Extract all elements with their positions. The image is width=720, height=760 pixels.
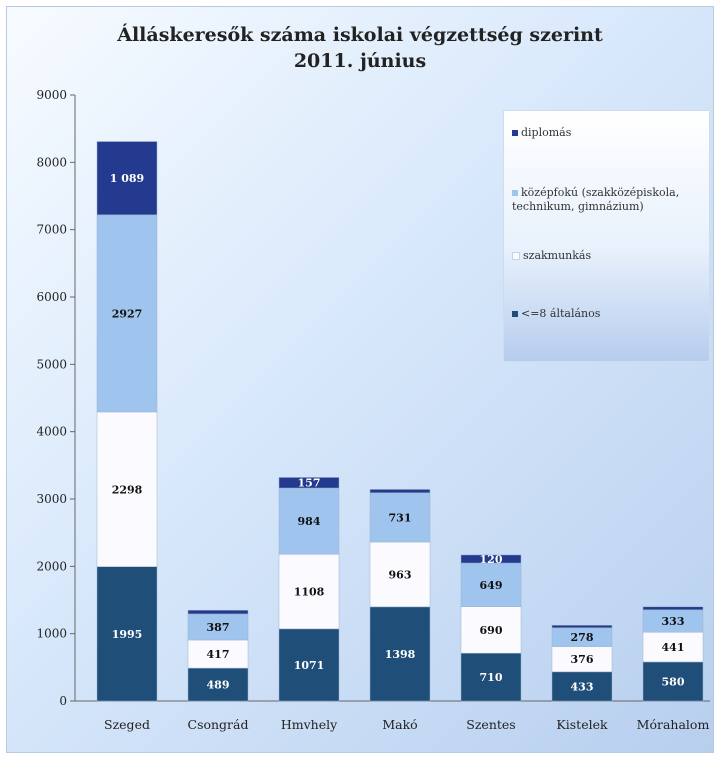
bar-segment (96, 214, 158, 413)
x-category-label: Szeged (104, 717, 150, 732)
data-label: 1108 (294, 586, 325, 599)
bar-segment (460, 652, 522, 702)
legend-label: <=8 általános (521, 307, 601, 320)
legend-label: diplomás (521, 126, 572, 139)
y-tick-label: 5000 (36, 357, 67, 371)
bar-segment (642, 661, 704, 702)
chart-title: Álláskeresők száma iskolai végzettség sz… (117, 24, 603, 46)
bar-segment (369, 606, 431, 702)
legend-item-altalanos: <=8 általános (512, 307, 600, 321)
bar-segment (551, 625, 613, 629)
legend-label: szakmunkás (523, 249, 592, 262)
data-label: 1 089 (110, 172, 144, 185)
data-label: 333 (662, 615, 685, 628)
data-label: 1995 (112, 628, 143, 641)
data-label: 690 (480, 624, 503, 637)
bar-segment (187, 609, 249, 615)
legend-item-szakmunkas: szakmunkás (512, 249, 591, 263)
bar-segment (642, 606, 704, 611)
bar-segment (369, 489, 431, 494)
bar-segment (187, 613, 249, 641)
data-label: 120 (480, 553, 503, 566)
x-category-label: Makó (382, 717, 417, 732)
data-label: 387 (207, 621, 230, 634)
data-label: 157 (298, 477, 321, 490)
data-label: 649 (480, 579, 503, 592)
data-label: 441 (662, 641, 685, 654)
legend-swatch (512, 311, 518, 317)
bar-segment (187, 639, 249, 669)
chart-title-block: Álláskeresők száma iskolai végzettség sz… (0, 22, 720, 74)
y-tick-label: 3000 (36, 492, 67, 506)
y-tick-label: 1000 (36, 627, 67, 641)
bar-segment (187, 667, 249, 702)
bar-segment (551, 671, 613, 702)
bar-segment (642, 632, 704, 663)
data-label: 2298 (112, 483, 143, 496)
y-tick-label: 6000 (36, 290, 67, 304)
x-category-label: Csongrád (188, 717, 249, 732)
bar-segment (278, 628, 340, 702)
data-label: 433 (571, 680, 594, 693)
data-label: 2927 (112, 307, 143, 320)
y-tick-label: 2000 (36, 559, 67, 573)
bar-segment (278, 487, 340, 555)
x-category-label: Kistelek (556, 717, 608, 732)
data-label: 489 (207, 679, 230, 692)
y-tick-label: 7000 (36, 223, 67, 237)
legend-swatch (512, 252, 520, 260)
data-label: 417 (207, 648, 230, 661)
data-label: 580 (662, 675, 685, 688)
data-label: 1398 (385, 648, 416, 661)
legend-item-kozepfoku: középfokú (szakközépiskola, technikum, g… (512, 186, 697, 214)
data-label: 278 (571, 631, 594, 644)
data-label: 731 (389, 511, 412, 524)
x-category-label: Mórahalom (637, 717, 710, 732)
data-label: 1071 (294, 659, 325, 672)
data-label: 984 (298, 515, 321, 528)
y-tick-label: 0 (59, 694, 67, 708)
bar-segment (369, 541, 431, 608)
bar-segment (551, 646, 613, 673)
legend: diplomás középfokú (szakközépiskola, tec… (503, 110, 710, 362)
chart-subtitle: 2011. június (293, 50, 427, 72)
y-tick-label: 4000 (36, 425, 67, 439)
legend-item-diplomas: diplomás (512, 126, 571, 140)
bar-segment (278, 477, 340, 489)
data-label: 710 (480, 671, 503, 684)
bar-segment (460, 554, 522, 564)
bar-segment (96, 141, 158, 216)
bar-segment (369, 492, 431, 543)
bar-segment (460, 606, 522, 654)
y-tick-label: 9000 (36, 88, 67, 102)
y-tick-label: 8000 (36, 155, 67, 169)
x-category-label: Szentes (466, 717, 515, 732)
legend-swatch (512, 190, 518, 196)
bar-segment (278, 554, 340, 630)
legend-label: középfokú (szakközépiskola, technikum, g… (512, 186, 680, 213)
data-label: 376 (571, 653, 594, 666)
x-category-label: Hmvhely (281, 717, 338, 732)
data-label: 963 (389, 568, 412, 581)
legend-swatch (512, 130, 518, 136)
